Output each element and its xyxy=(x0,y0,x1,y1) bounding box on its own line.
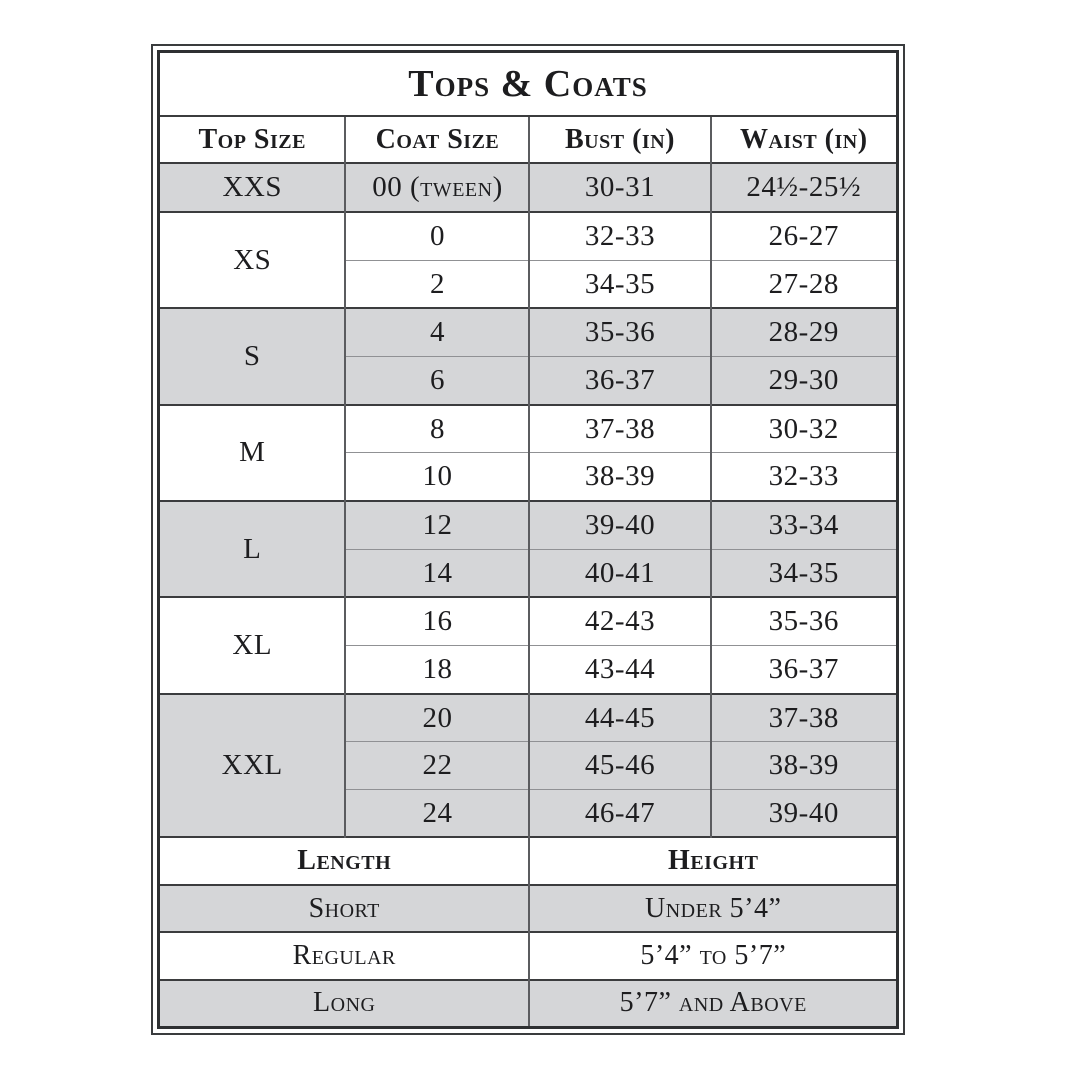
waist-cell: 27-28 xyxy=(709,259,896,309)
table-row-xl-2: 18 43-44 36-37 xyxy=(160,645,896,694)
table-row-regular: Regular 5’4” to 5’7” xyxy=(160,931,896,980)
height-cell: Under 5’4” xyxy=(528,883,896,933)
bust-cell: 37-38 xyxy=(528,403,711,453)
waist-cell: 24½-25½ xyxy=(709,162,896,213)
coat-size-cell: 20 xyxy=(344,692,530,742)
waist-cell: 28-29 xyxy=(709,307,896,357)
chart-title: Tops & Coats xyxy=(408,62,648,105)
size-chart-table: Tops & Coats Top Size Coat Size Bust (in… xyxy=(160,53,896,1026)
waist-cell: 38-39 xyxy=(709,741,896,790)
table-row-l-2: 14 40-41 34-35 xyxy=(160,548,896,598)
waist-cell: 32-33 xyxy=(709,452,896,502)
top-size-cell: L xyxy=(160,500,346,598)
table-row-long: Long 5’7” and Above xyxy=(160,978,896,1026)
table-row-s-1: S 4 35-36 28-29 xyxy=(160,307,896,405)
coat-size-cell: 0 xyxy=(344,211,530,261)
title-row: Tops & Coats xyxy=(160,53,896,116)
waist-cell: 34-35 xyxy=(709,548,896,598)
coat-size-cell: 4 xyxy=(344,307,530,357)
bust-cell: 32-33 xyxy=(528,211,711,261)
waist-cell: 30-32 xyxy=(709,403,896,453)
top-size-cell: S xyxy=(160,307,346,405)
coat-size-cell: 12 xyxy=(344,500,530,550)
coat-size-cell: 18 xyxy=(344,645,530,694)
coat-size-cell: 00 (tween) xyxy=(344,162,530,213)
waist-cell: 29-30 xyxy=(709,356,896,405)
bust-cell: 46-47 xyxy=(528,788,711,838)
table-row-m-1: M 8 37-38 30-32 xyxy=(160,403,896,502)
coat-size-cell: 10 xyxy=(344,452,530,502)
height-header: Height xyxy=(528,836,896,885)
waist-cell: 37-38 xyxy=(709,692,896,742)
coat-size-cell: 14 xyxy=(344,548,530,598)
waist-cell: 36-37 xyxy=(709,645,896,694)
table-row-xxs: XXS 00 (tween) 30-31 24½-25½ xyxy=(160,162,896,213)
col-header-coat-size: Coat Size xyxy=(344,114,530,164)
coat-size-cell: 2 xyxy=(344,259,530,309)
bust-cell: 44-45 xyxy=(528,692,711,742)
table-row-xxl-1: XXL 20 44-45 37-38 xyxy=(160,692,896,838)
top-size-cell: XXS xyxy=(160,162,346,213)
bust-cell: 38-39 xyxy=(528,452,711,502)
coat-size-cell: 22 xyxy=(344,741,530,790)
waist-cell: 33-34 xyxy=(709,500,896,550)
waist-cell: 35-36 xyxy=(709,596,896,646)
bust-cell: 42-43 xyxy=(528,596,711,646)
bust-cell: 39-40 xyxy=(528,500,711,550)
bust-cell: 36-37 xyxy=(528,356,711,405)
coat-size-cell: 16 xyxy=(344,596,530,646)
col-header-waist: Waist (in) xyxy=(709,114,896,164)
bust-cell: 40-41 xyxy=(528,548,711,598)
table-row-xxl-3: 24 46-47 39-40 xyxy=(160,788,896,838)
column-header-row: Top Size Coat Size Bust (in) Waist (in) xyxy=(160,114,896,164)
table-row-xs-1: XS 0 32-33 26-27 xyxy=(160,211,896,309)
length-header: Length xyxy=(160,836,530,885)
height-cell: 5’7” and Above xyxy=(528,978,896,1026)
bust-cell: 43-44 xyxy=(528,645,711,694)
table-row-l-1: L 12 39-40 33-34 xyxy=(160,500,896,598)
length-height-header-row: Length Height xyxy=(160,836,896,885)
coat-size-cell: 8 xyxy=(344,403,530,453)
chart-inner-frame: Tops & Coats Top Size Coat Size Bust (in… xyxy=(157,50,899,1029)
table-row-xxl-2: 22 45-46 38-39 xyxy=(160,741,896,790)
table-row-xl-1: XL 16 42-43 35-36 xyxy=(160,596,896,694)
height-cell: 5’4” to 5’7” xyxy=(528,931,896,980)
length-cell: Long xyxy=(160,978,530,1026)
bust-cell: 45-46 xyxy=(528,741,711,790)
chart-outer-frame: Tops & Coats Top Size Coat Size Bust (in… xyxy=(151,44,905,1035)
length-cell: Short xyxy=(160,883,530,933)
table-row-s-2: 6 36-37 29-30 xyxy=(160,356,896,405)
table-row-m-2: 10 38-39 32-33 xyxy=(160,452,896,502)
top-size-cell: XXL xyxy=(160,692,346,838)
top-size-cell: XL xyxy=(160,596,346,694)
col-header-top-size: Top Size xyxy=(160,114,346,164)
waist-cell: 39-40 xyxy=(709,788,896,838)
coat-size-cell: 6 xyxy=(344,356,530,405)
coat-size-cell: 24 xyxy=(344,788,530,838)
bust-cell: 34-35 xyxy=(528,259,711,309)
col-header-bust: Bust (in) xyxy=(528,114,711,164)
table-row-xs-2: 2 34-35 27-28 xyxy=(160,259,896,309)
top-size-cell: M xyxy=(160,403,346,502)
bust-cell: 35-36 xyxy=(528,307,711,357)
bust-cell: 30-31 xyxy=(528,162,711,213)
length-cell: Regular xyxy=(160,931,530,980)
table-row-short: Short Under 5’4” xyxy=(160,883,896,933)
top-size-cell: XS xyxy=(160,211,346,309)
waist-cell: 26-27 xyxy=(709,211,896,261)
